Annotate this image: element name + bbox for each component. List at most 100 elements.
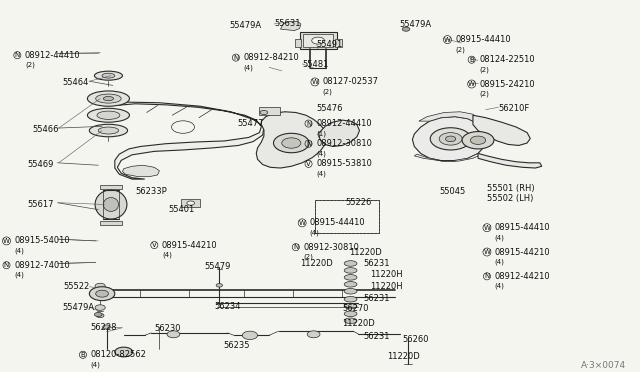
Bar (300, 32, 337, 49)
Text: (4): (4) (495, 259, 504, 265)
Ellipse shape (103, 198, 118, 211)
Ellipse shape (445, 136, 456, 142)
Ellipse shape (95, 312, 102, 317)
Polygon shape (419, 112, 479, 124)
Text: W: W (299, 220, 305, 226)
Text: (4): (4) (316, 150, 326, 157)
Text: 08912-74010: 08912-74010 (14, 261, 70, 270)
Text: 11220D: 11220D (342, 319, 375, 328)
Ellipse shape (96, 290, 108, 297)
Ellipse shape (95, 71, 122, 80)
Text: (2): (2) (303, 254, 314, 260)
Text: B: B (81, 352, 85, 358)
Ellipse shape (439, 132, 462, 145)
Ellipse shape (115, 347, 132, 357)
Ellipse shape (97, 314, 104, 318)
Text: 55045: 55045 (440, 187, 466, 196)
Bar (294, 39, 301, 46)
Text: 55476: 55476 (317, 104, 343, 113)
Text: 08120-82562: 08120-82562 (91, 350, 147, 359)
Text: 11220D: 11220D (387, 352, 420, 361)
Polygon shape (256, 112, 326, 168)
Text: 08915-44410: 08915-44410 (495, 223, 550, 232)
Text: 55479A: 55479A (62, 303, 94, 312)
Text: (4): (4) (162, 251, 172, 258)
Text: 11220H: 11220H (370, 282, 403, 291)
Text: W: W (483, 249, 490, 255)
Text: 08912-30810: 08912-30810 (316, 139, 372, 148)
Text: (4): (4) (495, 234, 504, 241)
Text: (4): (4) (316, 170, 326, 177)
Text: 55477: 55477 (237, 119, 264, 128)
Text: 08912-44410: 08912-44410 (316, 119, 372, 128)
Text: 08915-44210: 08915-44210 (495, 247, 550, 257)
Text: W: W (444, 36, 451, 42)
Polygon shape (414, 153, 481, 161)
Text: V: V (306, 161, 311, 167)
Ellipse shape (273, 133, 309, 153)
Ellipse shape (470, 136, 486, 144)
Text: 55466: 55466 (32, 125, 58, 134)
Ellipse shape (344, 311, 357, 317)
Text: 56231: 56231 (364, 259, 390, 268)
Text: (1): (1) (316, 130, 326, 137)
Text: (2): (2) (323, 89, 332, 95)
Ellipse shape (96, 94, 121, 103)
Text: W: W (312, 79, 318, 85)
Text: (4): (4) (495, 283, 504, 289)
Ellipse shape (95, 305, 105, 310)
Bar (181, 199, 200, 207)
Polygon shape (412, 117, 487, 161)
Ellipse shape (88, 108, 129, 122)
Text: 11220H: 11220H (370, 270, 403, 279)
Polygon shape (473, 115, 531, 145)
Polygon shape (478, 153, 541, 168)
Ellipse shape (97, 111, 120, 119)
Text: V: V (152, 242, 157, 248)
Ellipse shape (344, 267, 357, 273)
Polygon shape (280, 22, 301, 31)
Ellipse shape (99, 127, 118, 134)
Bar (100, 185, 122, 189)
Ellipse shape (88, 91, 129, 106)
Ellipse shape (260, 110, 268, 115)
Text: 08915-54010: 08915-54010 (14, 237, 70, 246)
Bar (315, 200, 379, 233)
Text: N: N (306, 141, 311, 147)
Text: 55491: 55491 (317, 40, 343, 49)
Text: 55479A: 55479A (230, 21, 262, 30)
Text: 55501 (RH): 55501 (RH) (487, 184, 534, 193)
Text: 55469: 55469 (27, 160, 53, 169)
Text: (4): (4) (14, 247, 24, 254)
Text: 08912-44410: 08912-44410 (25, 51, 81, 60)
Ellipse shape (344, 304, 357, 309)
Bar (315, 200, 379, 233)
Ellipse shape (307, 331, 320, 338)
Ellipse shape (167, 331, 180, 338)
Text: 08912-84210: 08912-84210 (244, 53, 300, 62)
Text: N: N (306, 121, 311, 126)
Text: 56230: 56230 (154, 324, 181, 333)
Ellipse shape (462, 132, 494, 149)
Text: 55479A: 55479A (399, 20, 432, 29)
Ellipse shape (187, 201, 195, 205)
Text: 55522: 55522 (64, 282, 90, 291)
Text: 55481: 55481 (302, 60, 328, 69)
Text: A·3×0074: A·3×0074 (580, 361, 626, 370)
Text: 55502 (LH): 55502 (LH) (487, 194, 533, 203)
Text: 08127-02537: 08127-02537 (323, 77, 378, 86)
Text: 11220D: 11220D (300, 259, 332, 268)
Ellipse shape (312, 37, 324, 44)
Ellipse shape (282, 138, 301, 148)
Text: 08915-44210: 08915-44210 (162, 241, 218, 250)
Bar (100, 221, 122, 225)
Text: (4): (4) (91, 361, 100, 368)
Text: 08915-53810: 08915-53810 (316, 159, 372, 169)
Text: N: N (293, 244, 298, 250)
Polygon shape (115, 102, 264, 179)
Text: 08124-22510: 08124-22510 (479, 55, 535, 64)
Ellipse shape (243, 331, 257, 340)
Ellipse shape (90, 124, 127, 137)
Text: N: N (4, 262, 9, 268)
Ellipse shape (430, 128, 471, 150)
